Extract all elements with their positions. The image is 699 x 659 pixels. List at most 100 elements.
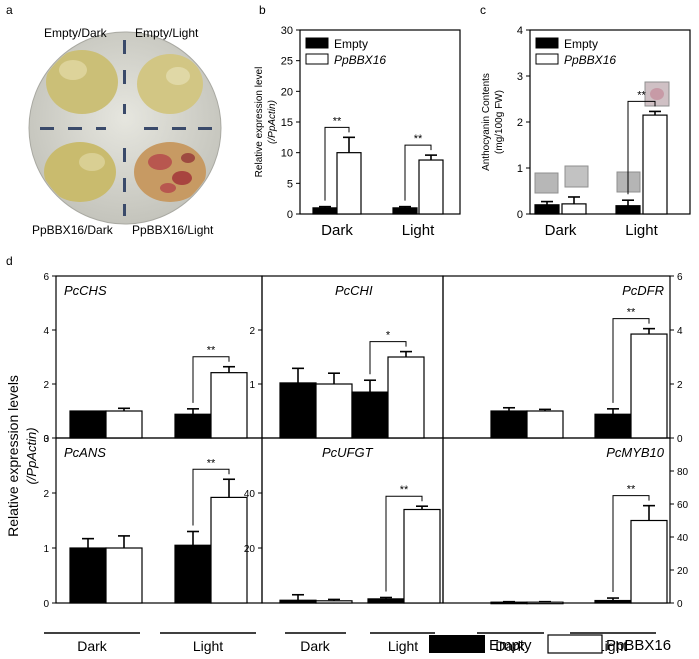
pcchi-ytick-label: 2 bbox=[249, 326, 255, 337]
b-ytick-label: 15 bbox=[281, 117, 293, 129]
pcmyb10-bar-empty-light bbox=[594, 599, 632, 604]
pcchs-gene-title: PcCHS bbox=[64, 283, 107, 298]
pcchi-ytick-label: 1 bbox=[249, 380, 255, 391]
pcdfr-significance-mark-light: ** bbox=[627, 307, 636, 319]
pcchs-ytick-label: 0 bbox=[43, 434, 49, 445]
c-ytick-label: 2 bbox=[517, 117, 523, 129]
d-ylabel-sub: (/PpActin) bbox=[24, 427, 39, 484]
pcufgt-bar-empty-light bbox=[367, 598, 405, 604]
b-legend-label-ppbbx16: PpBBX16 bbox=[334, 53, 386, 67]
pcdfr-ytick-label: 0 bbox=[677, 434, 683, 445]
c-legend-swatch-ppbbx16 bbox=[535, 53, 559, 65]
c-ylabel: Anthocyanin Contents bbox=[481, 73, 492, 171]
c-category-label-light: Light bbox=[625, 222, 658, 239]
red-callus-spot bbox=[172, 171, 192, 185]
c-significance-mark-light: ** bbox=[637, 89, 646, 101]
b-ylabel-unit: (/PpActin) bbox=[267, 100, 278, 144]
plate-label-empty-light: Empty/Light bbox=[135, 26, 199, 40]
c-legend-swatch-empty bbox=[535, 37, 559, 49]
pcans-significance-bracket-light bbox=[192, 468, 230, 526]
pcmyb10-ytick-label: 0 bbox=[677, 599, 683, 610]
bottom-legend: Empty PpBBX16 bbox=[429, 634, 671, 654]
pcchs-bar-ppbbx16-dark bbox=[105, 410, 143, 439]
callus-highlight bbox=[166, 67, 190, 85]
pcans-ytick-label: 0 bbox=[43, 599, 49, 610]
pcufgt-bar-ppbbx16-light bbox=[403, 508, 441, 604]
b-bar-empty-light bbox=[392, 207, 418, 215]
b-significance-mark-dark: ** bbox=[333, 115, 342, 127]
legend-swatch-empty bbox=[429, 635, 485, 653]
pcufgt-bar-empty-dark bbox=[279, 599, 317, 604]
pcchi-bar-empty-dark bbox=[279, 382, 317, 439]
c-ylabel-unit: (mg/100g FW) bbox=[494, 90, 505, 154]
c-legend-label-empty: Empty bbox=[564, 37, 598, 51]
pcans-bar-ppbbx16-light bbox=[210, 496, 248, 604]
panel-letter-a: a bbox=[6, 3, 13, 17]
pcdfr-ytick-label: 4 bbox=[677, 326, 683, 337]
b-legend-swatch-ppbbx16 bbox=[305, 53, 329, 65]
d-group-label-light-3: Light bbox=[597, 638, 627, 654]
c-bar-empty-light bbox=[615, 205, 641, 215]
pcchi-gene-title: PcCHI bbox=[335, 283, 373, 298]
pcufgt-ytick-label: 20 bbox=[244, 544, 256, 555]
b-category-label-light: Light bbox=[402, 222, 435, 239]
pcchi-bar-ppbbx16-dark bbox=[315, 383, 353, 439]
pcmyb10-ytick-label: 40 bbox=[677, 533, 689, 544]
b-ytick-label: 10 bbox=[281, 148, 293, 160]
plate-label-ppbbx16-light: PpBBX16/Light bbox=[132, 223, 214, 237]
pcmyb10-ytick-label: 80 bbox=[677, 467, 689, 478]
b-legend-label-empty: Empty bbox=[334, 37, 368, 51]
callus-highlight bbox=[59, 60, 87, 80]
b-ytick-label: 25 bbox=[281, 56, 293, 68]
pcans-ytick-label: 3 bbox=[43, 434, 49, 445]
d-group-label-light-1: Light bbox=[193, 638, 223, 654]
red-callus-spot bbox=[181, 153, 195, 163]
panel-letter-c: c bbox=[480, 3, 486, 17]
d-ylabel-main: Relative expression levels bbox=[5, 375, 21, 537]
callus-highlight bbox=[79, 153, 105, 171]
c-significance-bracket-light bbox=[627, 100, 656, 195]
pcdfr-significance-bracket-light bbox=[612, 318, 650, 403]
pcchs-ytick-label: 6 bbox=[43, 272, 49, 283]
pcufgt-significance-mark-light: ** bbox=[400, 484, 409, 496]
panel-letter-b: b bbox=[259, 3, 266, 17]
legend-swatch-ppbbx16 bbox=[547, 634, 603, 654]
pcans-ytick-label: 2 bbox=[43, 489, 49, 500]
plate-label-empty-dark: Empty/Dark bbox=[44, 26, 108, 40]
b-category-label-dark: Dark bbox=[321, 222, 353, 239]
pcdfr-ytick-label: 2 bbox=[677, 380, 683, 391]
red-callus-spot bbox=[160, 183, 176, 193]
pcchs-bar-empty-dark bbox=[69, 410, 107, 439]
pcdfr-ytick-label: 6 bbox=[677, 272, 683, 283]
pcufgt-significance-bracket-light bbox=[385, 495, 423, 592]
pcchs-ytick-label: 2 bbox=[43, 380, 49, 391]
pcdfr-bar-empty-dark bbox=[490, 410, 528, 439]
plate-divider-marks bbox=[40, 40, 212, 216]
pcans-gene-title: PcANS bbox=[64, 445, 106, 460]
c-bar-ppbbx16-light bbox=[642, 114, 668, 215]
legend-label-ppbbx16: PpBBX16 bbox=[606, 637, 671, 654]
pcdfr-bar-ppbbx16-light bbox=[630, 333, 668, 439]
pcans-ytick-label: 1 bbox=[43, 544, 49, 555]
b-bar-empty-dark bbox=[312, 207, 338, 215]
pcmyb10-significance-bracket-light bbox=[612, 495, 650, 593]
c-legend-label-ppbbx16: PpBBX16 bbox=[564, 53, 616, 67]
b-ylabel: Relative expression level bbox=[254, 67, 265, 178]
pcufgt-gene-title: PcUFGT bbox=[322, 445, 374, 460]
pcans-bar-empty-dark bbox=[69, 547, 107, 604]
petri-dish bbox=[28, 31, 222, 225]
pcans-significance-mark-light: ** bbox=[207, 457, 216, 469]
extract-photo-ppbbx16-dark bbox=[564, 165, 589, 188]
b-ytick-label: 20 bbox=[281, 86, 293, 98]
pcufgt-ytick-label: 40 bbox=[244, 489, 256, 500]
pcchs-bar-ppbbx16-light bbox=[210, 372, 248, 439]
pcchi-significance-mark-light: * bbox=[386, 330, 391, 342]
pcchi-bar-empty-light bbox=[351, 391, 389, 439]
legend-label-empty: Empty bbox=[489, 637, 532, 654]
callus-empty-light bbox=[137, 54, 203, 114]
b-significance-mark-light: ** bbox=[414, 133, 423, 145]
pcdfr-bar-empty-light bbox=[594, 413, 632, 439]
panel-a-plate-photo bbox=[28, 31, 222, 225]
